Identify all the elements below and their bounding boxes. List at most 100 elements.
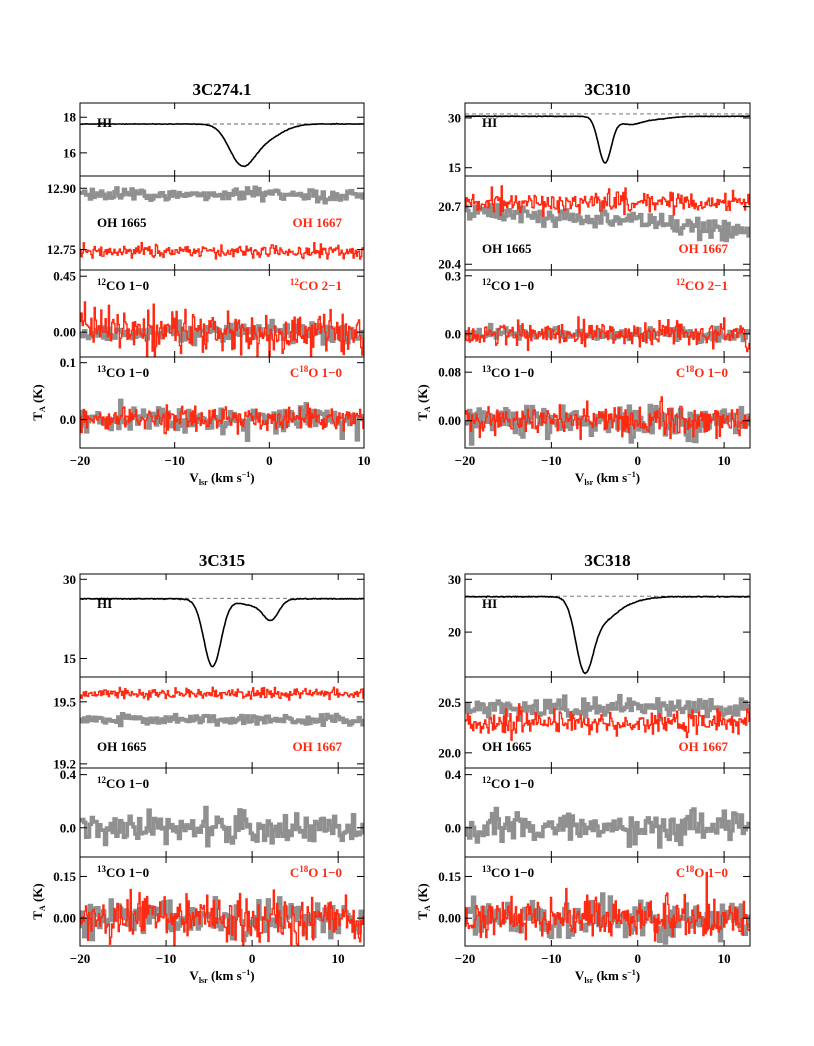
y-axis-label: TA (K)	[30, 883, 47, 919]
y-tick-label: 15	[448, 160, 462, 175]
chart-title: 3C315	[199, 551, 245, 570]
x-axis-label-main: V	[575, 470, 585, 485]
x-axis-label-sub: lsr	[584, 478, 593, 487]
label-text: CO 1−0	[106, 365, 149, 380]
panel-frame	[79, 856, 365, 947]
panel-label: 13CO 1−0	[97, 864, 149, 880]
label-isotope-sup: 12	[676, 277, 686, 287]
gray-spectrum-line	[80, 712, 364, 728]
panel-co13: 0.000.15 13CO 1−0 C18O 1−0TA (K)	[415, 856, 751, 947]
x-tick-label: 0	[266, 453, 273, 468]
panel-co13: 0.000.08 13CO 1−0 C18O 1−0TA (K)	[415, 356, 751, 449]
label-text: CO 1−0	[106, 865, 149, 880]
panel-label: 13CO 1−0	[97, 364, 149, 380]
chart-title: 3C274.1	[192, 80, 251, 99]
y-tick-label: 0.4	[60, 767, 77, 782]
label-text: O 1−0	[694, 865, 728, 880]
label-isotope-sup: 13	[97, 364, 107, 374]
y-tick-label: 0.15	[438, 869, 461, 884]
label-text: CO 1−0	[491, 278, 534, 293]
x-tick-label: −10	[164, 453, 184, 468]
panel-label: OH 1667	[293, 739, 343, 754]
y-axis-label-sub: A	[38, 406, 47, 412]
label-text: CO 1−0	[106, 278, 149, 293]
y-axis-label-sub: A	[423, 406, 432, 412]
label-isotope-sup: 13	[97, 864, 107, 874]
panel-label: OH 1667	[679, 739, 729, 754]
x-axis-label-unit: (km s	[593, 968, 627, 983]
red-spectrum-line	[465, 703, 750, 741]
y-tick-label: 30	[63, 572, 76, 587]
y-tick-label: 0.1	[60, 355, 76, 370]
series-group	[465, 185, 750, 243]
x-axis-label: Vlsr (km s−1)	[575, 470, 640, 487]
panel-label: 12CO 2−1	[290, 277, 342, 293]
panel-label: C18O 1−0	[676, 864, 728, 880]
label-text: C	[290, 365, 299, 380]
label-text: O 1−0	[308, 365, 342, 380]
red-spectrum-line	[80, 301, 364, 357]
red-spectrum-line	[465, 185, 750, 217]
red-spectrum-line	[465, 316, 750, 353]
y-axis-label-main: T	[415, 412, 430, 421]
panel-oh: 19.2 19.5 OH 1665 OH 1667	[53, 676, 365, 771]
panel-frame	[464, 356, 751, 449]
panel-label: 12CO 1−0	[482, 277, 534, 293]
x-axis-label-unit: (km s	[593, 470, 627, 485]
red-spectrum-line	[80, 888, 364, 946]
x-axis-label-main: V	[189, 968, 199, 983]
y-tick-label: 0.15	[53, 869, 76, 884]
panel-label: OH 1667	[679, 241, 729, 256]
y-axis-label: TA (K)	[30, 384, 47, 420]
gray-spectrum-line	[465, 201, 750, 243]
panel-label: HI	[97, 115, 112, 130]
label-isotope-sup: 13	[482, 864, 492, 874]
chart-3C310: 3C310 15 30 HI 20.4 20.7 OH 1665 OH 1667 0.0 0.3 1…	[415, 80, 751, 487]
panel-hi: 20 30 HI	[448, 572, 751, 678]
x-axis-label-close: )	[250, 470, 254, 485]
panel-oh: 12.75 12.90 OH 1665 OH 1667	[47, 175, 365, 271]
y-axis-label-main: T	[30, 911, 45, 920]
y-axis-label-unit: (K)	[415, 384, 430, 406]
y-axis-label-main: T	[415, 911, 430, 920]
label-text: CO 2−1	[299, 278, 342, 293]
series-group	[80, 398, 364, 442]
chart-title: 3C318	[584, 551, 630, 570]
hi-profile-line	[80, 122, 364, 168]
x-axis-label: Vlsr (km s−1)	[189, 470, 254, 487]
y-tick-label: 0.4	[445, 767, 462, 782]
panel-label: OH 1665	[482, 241, 532, 256]
gray-spectrum-line	[465, 806, 750, 849]
label-isotope-sup: 12	[97, 775, 107, 785]
x-tick-label: −10	[541, 951, 561, 966]
y-axis-label: TA (K)	[415, 883, 432, 919]
y-axis-label-unit: (K)	[30, 384, 45, 406]
panel-label: 12CO 1−0	[97, 277, 149, 293]
y-axis-label-sub: A	[38, 905, 47, 911]
label-isotope-sup: 12	[97, 277, 107, 287]
gray-spectrum-line	[80, 185, 364, 205]
y-axis-label: TA (K)	[415, 384, 432, 420]
series-group	[465, 316, 750, 353]
series-group	[465, 693, 750, 741]
label-text: CO 1−0	[491, 865, 534, 880]
label-isotope-sup: 18	[685, 364, 695, 374]
panel-frame	[79, 102, 365, 177]
panel-label: C18O 1−0	[290, 864, 342, 880]
y-tick-label: 20.0	[438, 745, 461, 760]
panel-label: HI	[482, 115, 497, 130]
y-tick-label: 0.00	[53, 325, 76, 340]
x-tick-label: 10	[332, 951, 345, 966]
x-tick-label: 10	[358, 453, 371, 468]
hi-profile-line	[465, 595, 750, 675]
hi-profile-line	[465, 115, 750, 164]
label-isotope-sup: 18	[685, 864, 695, 874]
series-group	[465, 115, 750, 164]
x-tick-label: 0	[634, 951, 641, 966]
y-tick-label: 0.00	[53, 911, 76, 926]
series-group	[80, 301, 364, 357]
y-tick-label: 20.4	[438, 257, 461, 272]
panel-frame	[464, 856, 751, 947]
panel-hi: 15 30 HI	[448, 102, 751, 177]
